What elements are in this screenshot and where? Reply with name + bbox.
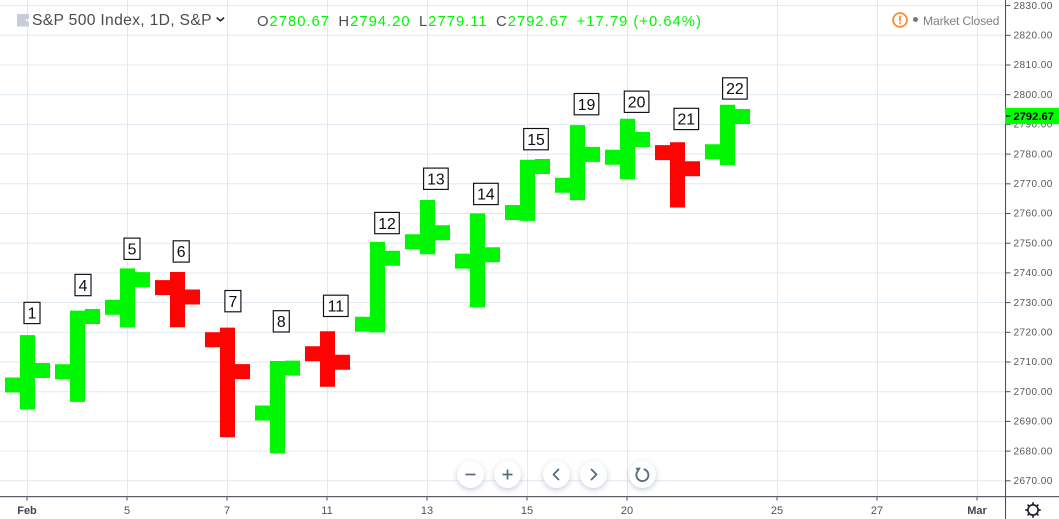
svg-text:13: 13 [421, 505, 433, 517]
svg-text:Mar: Mar [967, 505, 987, 517]
svg-text:2710.00: 2710.00 [1014, 357, 1053, 368]
svg-text:2780.00: 2780.00 [1014, 149, 1053, 160]
svg-text:2790.00: 2790.00 [1014, 120, 1053, 131]
svg-text:20: 20 [621, 505, 633, 517]
svg-text:2810.00: 2810.00 [1014, 60, 1053, 71]
svg-text:14: 14 [477, 187, 495, 204]
svg-text:2750.00: 2750.00 [1014, 238, 1053, 249]
svg-text:2830.00: 2830.00 [1014, 1, 1053, 12]
svg-text:2680.00: 2680.00 [1014, 446, 1053, 457]
svg-text:2720.00: 2720.00 [1014, 328, 1053, 339]
svg-text:6: 6 [177, 244, 186, 261]
svg-text:2690.00: 2690.00 [1014, 417, 1053, 428]
svg-text:19: 19 [578, 97, 596, 114]
svg-text:20: 20 [628, 95, 646, 112]
svg-text:2760.00: 2760.00 [1014, 209, 1053, 220]
svg-text:15: 15 [527, 132, 545, 149]
svg-text:11: 11 [328, 299, 345, 316]
svg-text:21: 21 [678, 112, 696, 129]
svg-text:5: 5 [124, 505, 130, 517]
svg-text:2700.00: 2700.00 [1014, 387, 1053, 398]
svg-text:15: 15 [521, 505, 533, 517]
svg-text:2800.00: 2800.00 [1014, 90, 1053, 101]
svg-text:2792.67: 2792.67 [1014, 111, 1054, 123]
svg-text:5: 5 [128, 242, 137, 259]
svg-text:2740.00: 2740.00 [1014, 268, 1053, 279]
svg-text:Feb: Feb [17, 505, 37, 517]
svg-text:2730.00: 2730.00 [1014, 298, 1053, 309]
svg-text:27: 27 [871, 505, 883, 517]
svg-text:2670.00: 2670.00 [1014, 476, 1053, 487]
svg-text:1: 1 [28, 306, 37, 323]
svg-text:4: 4 [79, 278, 88, 295]
svg-text:7: 7 [224, 505, 230, 517]
svg-text:11: 11 [321, 505, 332, 517]
svg-text:7: 7 [229, 294, 238, 311]
svg-text:2820.00: 2820.00 [1014, 31, 1053, 42]
svg-text:25: 25 [771, 505, 783, 517]
svg-text:22: 22 [726, 81, 744, 98]
svg-text:2770.00: 2770.00 [1014, 179, 1053, 190]
svg-text:13: 13 [427, 172, 445, 189]
svg-text:8: 8 [277, 314, 286, 331]
svg-text:12: 12 [378, 216, 396, 233]
